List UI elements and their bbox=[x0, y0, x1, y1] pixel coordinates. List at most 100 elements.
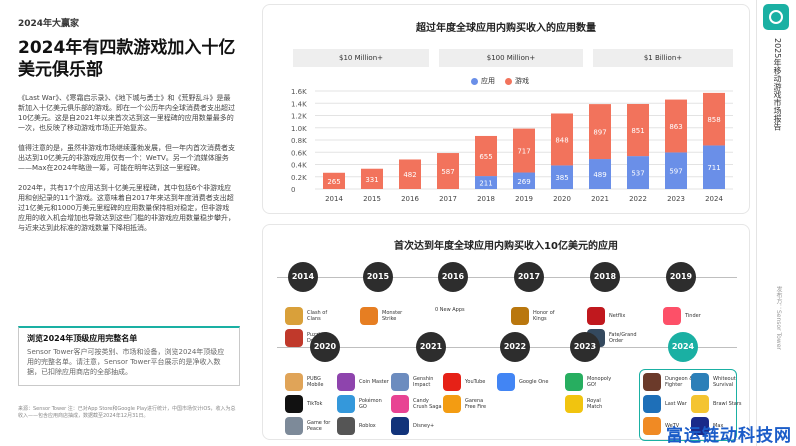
bar-chart: 0 0.2K 0.4K 0.6K 0.8K 1.0K 1.2K 1.4K 1.6K 265 2014… bbox=[291, 88, 733, 203]
year-circle: 2024 bbox=[668, 332, 698, 362]
bar-games bbox=[323, 172, 345, 189]
data-label-games: 331 bbox=[365, 176, 378, 184]
app-icon bbox=[337, 373, 355, 391]
app-name: Fate/Grand Order bbox=[609, 332, 637, 344]
y-tick-label: 1.4K bbox=[291, 100, 307, 108]
app-icon bbox=[443, 373, 461, 391]
app-icon bbox=[337, 395, 355, 413]
app-icon bbox=[391, 395, 409, 413]
app-icon bbox=[511, 307, 529, 325]
app-icon bbox=[285, 329, 303, 347]
app-name: Monster Strike bbox=[382, 310, 403, 322]
timeline-line-row-1 bbox=[277, 277, 737, 278]
app-icon bbox=[691, 373, 709, 391]
app-item: Tinder bbox=[663, 307, 715, 325]
app-name: Monopoly GO! bbox=[587, 376, 612, 388]
x-tick-label: 2018 bbox=[477, 195, 495, 203]
body-paragraph-2: 值得注意的是，虽然非游戏市场继续蓬勃发展，但一年内首次消费者支出达到10亿美元的… bbox=[18, 144, 235, 172]
app-item: YouTube bbox=[443, 373, 495, 391]
bar-games bbox=[703, 92, 725, 146]
data-label-games: 587 bbox=[441, 168, 454, 176]
data-label-games: 858 bbox=[707, 116, 720, 124]
timeline-panel: 首次达到年度全球应用内购买收入10亿美元的应用 2014 Clash of Cla… bbox=[262, 224, 750, 441]
data-label-apps: 537 bbox=[631, 170, 644, 178]
app-item: Whiteout Survival bbox=[691, 373, 743, 391]
y-tick-label: 0 bbox=[291, 186, 295, 194]
y-tick-label: 0.8K bbox=[291, 137, 307, 145]
body-paragraph-1: 《Last War》、《寒霜启示录》、《地下城与勇士》和《荒野乱斗》是最新加入十… bbox=[18, 94, 235, 132]
app-item: Max bbox=[691, 417, 743, 435]
app-item: Game for Peace bbox=[285, 417, 337, 435]
bar-apps bbox=[665, 152, 687, 189]
app-name: Clash of Clans bbox=[307, 310, 328, 322]
app-item: Clash of Clans bbox=[285, 307, 337, 325]
data-label-apps: 711 bbox=[707, 164, 720, 172]
y-tick-label: 1.0K bbox=[291, 125, 307, 133]
app-icon bbox=[643, 373, 661, 391]
y-tick-label: 1.6K bbox=[291, 88, 307, 96]
data-label-apps: 489 bbox=[593, 171, 606, 179]
app-icon bbox=[285, 395, 303, 413]
app-icon bbox=[360, 307, 378, 325]
app-item: TikTok bbox=[285, 395, 337, 413]
x-tick-label: 2020 bbox=[553, 195, 571, 203]
source-footnote: 来源：Sensor Tower 注：已对App Store和Google Pla… bbox=[18, 406, 236, 419]
app-name: Candy Crush Saga bbox=[413, 398, 442, 410]
app-item: Genshin Impact bbox=[391, 373, 443, 391]
app-name: YouTube bbox=[465, 379, 486, 385]
app-icon bbox=[443, 395, 461, 413]
app-name: Pokémon GO bbox=[359, 398, 382, 410]
app-name: Whiteout Survival bbox=[713, 376, 736, 388]
legend-label-apps: 应用 bbox=[481, 77, 495, 85]
section-eyebrow: 2024年大赢家 bbox=[18, 19, 80, 29]
app-icon bbox=[565, 395, 583, 413]
chart-legend: 应用 游戏 bbox=[471, 76, 529, 86]
year-circle: 2017 bbox=[514, 262, 544, 292]
legend-label-games: 游戏 bbox=[515, 77, 529, 85]
report-title-vertical: 2025年移动游戏市场报告 bbox=[773, 38, 782, 131]
bar-games bbox=[665, 99, 687, 153]
app-icon bbox=[391, 373, 409, 391]
year-circle: 2018 bbox=[590, 262, 620, 292]
app-item: Candy Crush Saga bbox=[391, 395, 443, 413]
app-name: 0 New Apps bbox=[435, 307, 465, 313]
app-name: Royal Match bbox=[587, 398, 603, 410]
app-name: Honor of Kings bbox=[533, 310, 555, 322]
app-name: Genshin Impact bbox=[413, 376, 434, 388]
site-watermark: 富运链动科技网 bbox=[666, 426, 792, 446]
bar-games bbox=[399, 159, 421, 189]
bar-chart-panel: 超过年度全球应用内购买收入的应用数量 $10 Million+ $100 Mil… bbox=[262, 4, 750, 214]
bar-games bbox=[551, 113, 573, 166]
app-icon bbox=[285, 417, 303, 435]
chart-title: 超过年度全球应用内购买收入的应用数量 bbox=[416, 23, 596, 34]
y-tick-label: 0.4K bbox=[291, 162, 307, 170]
year-circle: 2019 bbox=[666, 262, 696, 292]
bar-games bbox=[513, 128, 535, 173]
callout-box[interactable]: 浏览2024年顶级应用完整名单 Sensor Tower客户可按类别、市场和设备… bbox=[18, 326, 240, 386]
x-tick-label: 2021 bbox=[591, 195, 609, 203]
app-icon bbox=[497, 373, 515, 391]
app-item: Dungeon & Fighter bbox=[643, 373, 695, 391]
app-name: PUBG Mobile bbox=[307, 376, 324, 388]
app-icon bbox=[691, 417, 709, 435]
app-item: Garena Free Fire bbox=[443, 395, 495, 413]
year-circle: 2020 bbox=[310, 332, 340, 362]
data-label-apps: 211 bbox=[479, 180, 492, 188]
app-item: PUBG Mobile bbox=[285, 373, 337, 391]
bar-games bbox=[361, 168, 383, 189]
x-tick-label: 2016 bbox=[401, 195, 419, 203]
threshold-bands: $10 Million+ $100 Million+ $1 Billion+ bbox=[293, 49, 733, 67]
app-name: Disney+ bbox=[413, 423, 435, 429]
app-icon bbox=[285, 307, 303, 325]
data-label-games: 863 bbox=[669, 123, 682, 131]
callout-title: 浏览2024年顶级应用完整名单 bbox=[27, 334, 138, 343]
app-name: Roblox bbox=[359, 423, 376, 429]
data-label-apps: 269 bbox=[517, 178, 530, 186]
app-item: WeTV bbox=[643, 417, 695, 435]
app-item: Roblox bbox=[337, 417, 389, 435]
year-circle: 2015 bbox=[363, 262, 393, 292]
year-circle: 2021 bbox=[416, 332, 446, 362]
data-label-games: 482 bbox=[403, 171, 416, 179]
callout-body: Sensor Tower客户可按类别、市场和设备，浏览2024年顶级应用的完整名… bbox=[27, 348, 225, 376]
y-tick-label: 0.2K bbox=[291, 174, 307, 182]
